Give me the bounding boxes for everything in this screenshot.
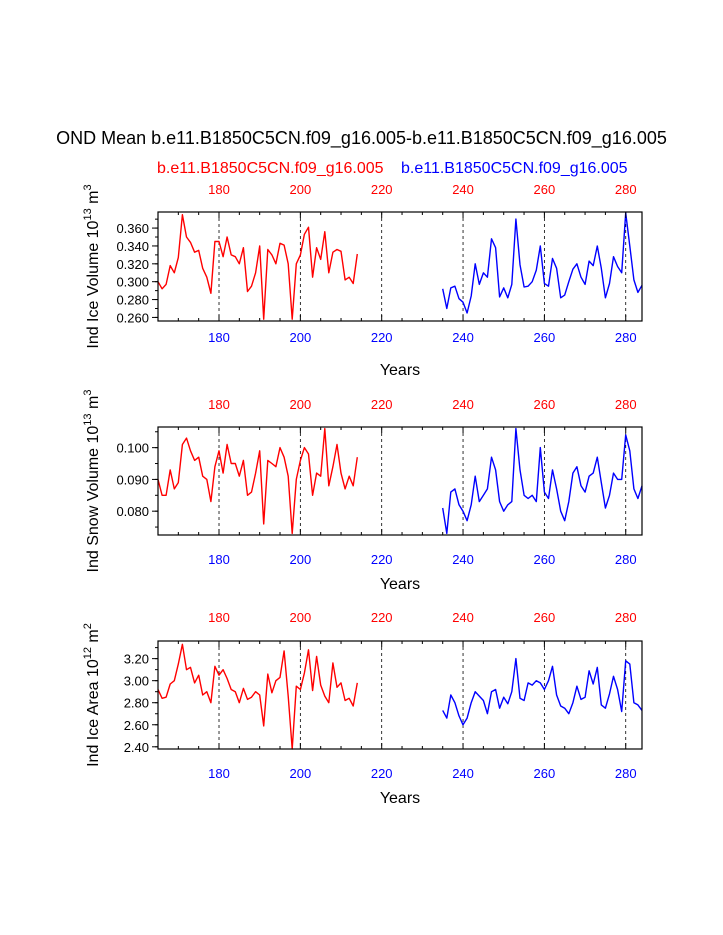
x-tick-label-top: 280 [615,397,637,412]
plot-frame [157,211,643,322]
y-tick-label: 3.20 [124,652,149,667]
x-tick-label-top: 240 [452,610,474,625]
y-tick-label: 0.090 [116,472,149,487]
x-tick-label-bottom: 240 [452,330,474,345]
y-tick-label: 2.60 [124,718,149,733]
y-tick-label: 0.080 [116,504,149,519]
x-axis-title: Years [380,790,420,807]
x-tick-label-bottom: 180 [208,330,230,345]
y-axis-title: Ind Snow Volume 1013 m3 [82,390,102,573]
case1-label: b.e11.B1850C5CN.f09_g16.005 [157,160,384,177]
x-tick-label-top: 180 [208,610,230,625]
x-tick-label-bottom: 240 [452,766,474,781]
x-tick-label-bottom: 180 [208,552,230,567]
chart-panel-3: 2.40 2.60 2.80 3.00 3.20 180 180 200 200 220 220 24… [82,610,643,807]
x-tick-label-top: 220 [371,610,393,625]
x-tick-label-bottom: 240 [452,552,474,567]
y-tick-label: 0.260 [116,310,149,325]
case1-series-line [157,643,358,750]
y-tick-label: 0.340 [116,239,149,254]
x-tick-label-top: 280 [615,182,637,197]
x-tick-label-top: 220 [371,182,393,197]
x-tick-label-top: 200 [290,610,312,625]
chart-panel-2: 0.080 0.090 0.100 180 180 200 200 220 220 240 240 2… [82,390,643,593]
x-tick-label-bottom: 260 [534,766,556,781]
chart-panel-1: 0.260 0.280 0.300 0.320 0.340 0.360 180 180 200 2… [82,182,643,379]
case1-series-line [157,427,358,535]
y-tick-label: 0.320 [116,257,149,272]
y-tick-label: 0.280 [116,293,149,308]
x-tick-label-top: 240 [452,397,474,412]
plot-frame [157,426,643,536]
x-tick-label-bottom: 260 [534,552,556,567]
y-axis-title: Ind Ice Area 1012 m2 [82,623,102,767]
plot-frame [157,640,643,750]
x-tick-label-bottom: 280 [615,552,637,567]
case2-series-line [442,657,643,726]
case1-series-line [157,213,358,320]
x-tick-label-top: 200 [290,182,312,197]
x-tick-label-top: 180 [208,182,230,197]
x-tick-label-bottom: 200 [290,330,312,345]
y-tick-label: 0.300 [116,275,149,290]
case2-label: b.e11.B1850C5CN.f09_g16.005 [401,160,628,177]
y-tick-label: 2.80 [124,696,149,711]
x-tick-label-bottom: 220 [371,330,393,345]
x-tick-label-top: 200 [290,397,312,412]
x-tick-label-top: 260 [534,397,556,412]
x-tick-label-top: 260 [534,610,556,625]
y-tick-label: 0.360 [116,221,149,236]
case2-series-line [442,427,643,535]
y-axis-title: Ind Ice Volume 1013 m3 [82,184,102,348]
x-tick-label-bottom: 220 [371,552,393,567]
x-tick-label-top: 180 [208,397,230,412]
x-tick-label-top: 240 [452,182,474,197]
x-tick-label-bottom: 260 [534,330,556,345]
case2-series-line [442,212,643,314]
y-tick-label: 0.100 [116,441,149,456]
x-tick-label-bottom: 180 [208,766,230,781]
x-tick-label-bottom: 220 [371,766,393,781]
x-tick-label-bottom: 280 [615,766,637,781]
x-tick-label-top: 220 [371,397,393,412]
y-tick-label: 3.00 [124,674,149,689]
x-tick-label-bottom: 280 [615,330,637,345]
x-tick-label-bottom: 200 [290,766,312,781]
y-tick-label: 2.40 [124,740,149,755]
chart-title: OND Mean b.e11.B1850C5CN.f09_g16.005-b.e… [56,128,667,148]
x-tick-label-top: 280 [615,610,637,625]
x-tick-label-bottom: 200 [290,552,312,567]
x-tick-label-top: 260 [534,182,556,197]
x-axis-title: Years [380,362,420,379]
x-axis-title: Years [380,576,420,593]
